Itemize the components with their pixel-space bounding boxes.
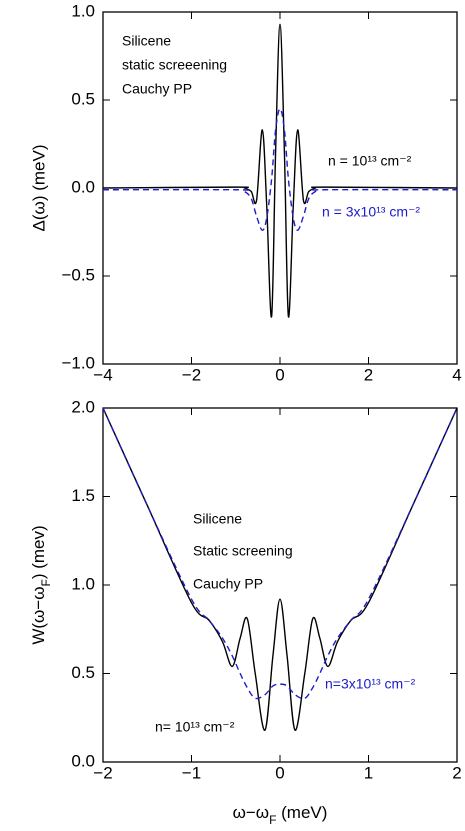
series-label: n = 10¹³ cm⁻² <box>328 153 412 169</box>
y-tick-label: −0.5 <box>61 265 95 284</box>
x-tick-label: 0 <box>275 763 284 782</box>
annotation: Cauchy PP <box>193 576 263 592</box>
y-axis-label-part: F <box>39 579 53 586</box>
x-tick-label: 4 <box>452 365 461 384</box>
y-tick-label: 2.0 <box>71 397 95 416</box>
y-tick-label: 1.5 <box>71 486 95 505</box>
x-tick-label: 1 <box>364 763 373 782</box>
y-axis-label: Δ(ω) (meV) <box>29 145 48 232</box>
annotation: Silicene <box>193 511 242 527</box>
y-axis-label-part: ) (mev) <box>29 525 48 579</box>
x-tick-label: 2 <box>452 763 461 782</box>
y-axis-label-part: W(ω−ω <box>29 586 48 644</box>
series-line <box>102 23 458 318</box>
series-label: n= 10¹³ cm⁻² <box>155 719 235 735</box>
x-tick-label: 0 <box>275 365 284 384</box>
y-tick-label: 1.0 <box>71 574 95 593</box>
x-tick-label: −2 <box>182 365 201 384</box>
y-tick-label: −1.0 <box>61 353 95 372</box>
x-axis-label: ω−ωF (meV) <box>233 803 328 826</box>
series-label: n=3x10¹³ cm⁻² <box>325 676 416 692</box>
annotation: Cauchy PP <box>122 81 192 97</box>
x-axis-label-part: (meV) <box>276 803 327 822</box>
annotation: Static screening <box>193 543 293 559</box>
y-tick-label: 1.0 <box>71 1 95 20</box>
y-tick-label: 0.0 <box>71 751 95 770</box>
x-axis-label-part: ω−ω <box>233 803 269 822</box>
series-label: n = 3x10¹³ cm⁻² <box>322 204 420 220</box>
y-axis-label: W(ω−ωF) (mev) <box>29 525 53 644</box>
x-tick-label: −1 <box>182 763 201 782</box>
annotation: static screeening <box>122 57 227 73</box>
annotation: Silicene <box>122 33 171 49</box>
y-tick-label: 0.5 <box>71 89 95 108</box>
y-tick-label: 0.0 <box>71 177 95 196</box>
plot-frame <box>102 407 458 763</box>
y-tick-label: 0.5 <box>71 663 95 682</box>
x-axis-label-part: F <box>269 813 276 826</box>
x-tick-label: −2 <box>93 763 112 782</box>
series-line <box>102 407 458 700</box>
x-tick-label: −4 <box>93 365 112 384</box>
x-tick-label: 2 <box>364 365 373 384</box>
